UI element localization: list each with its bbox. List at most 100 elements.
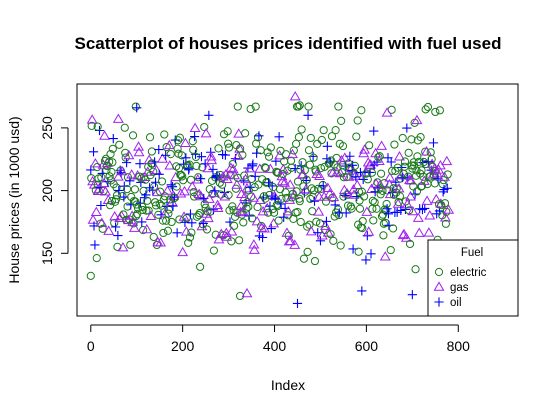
data-point-electric — [365, 141, 374, 150]
data-point-oil — [386, 157, 396, 167]
data-point-electric — [145, 133, 155, 142]
data-point-oil — [420, 203, 430, 214]
data-point-oil — [303, 110, 313, 120]
data-point-oil — [382, 204, 392, 214]
data-point-electric — [108, 144, 117, 153]
data-point-gas — [284, 194, 296, 204]
data-point-gas — [285, 235, 297, 246]
data-point-electric — [112, 183, 121, 192]
data-point-electric — [252, 139, 261, 148]
data-point-electric — [292, 139, 301, 148]
data-point-electric — [184, 238, 193, 247]
data-point-gas — [212, 202, 224, 212]
data-point-gas — [212, 199, 224, 209]
data-point-oil — [168, 201, 178, 211]
y-axis-label: House prices (in 1000 usd) — [6, 116, 22, 283]
data-point-gas — [239, 191, 251, 201]
data-point-oil — [330, 200, 340, 210]
data-point-gas — [274, 150, 286, 160]
data-point-electric — [209, 246, 218, 255]
data-point-electric — [442, 207, 451, 216]
data-point-gas — [156, 153, 168, 163]
legend-box — [427, 239, 519, 317]
data-point-gas — [401, 198, 413, 209]
data-point-oil — [248, 159, 258, 169]
data-point-gas — [186, 181, 198, 191]
data-point-oil — [245, 182, 255, 192]
data-point-electric — [277, 194, 286, 203]
data-point-electric — [283, 166, 292, 175]
data-point-gas — [339, 152, 351, 162]
data-point-gas — [251, 215, 263, 226]
data-point-electric — [228, 159, 237, 169]
data-point-gas — [423, 227, 435, 237]
data-point-electric — [360, 192, 369, 201]
data-point-electric — [307, 184, 316, 193]
legend-item-gas: gas — [433, 281, 469, 294]
data-point-gas — [424, 210, 436, 220]
data-point-oil — [187, 218, 197, 228]
data-point-electric — [87, 121, 96, 130]
data-point-electric — [246, 104, 255, 114]
data-point-electric — [223, 127, 232, 136]
data-point-electric — [150, 182, 159, 191]
data-point-electric — [347, 204, 356, 213]
data-point-electric — [379, 231, 388, 240]
data-point-electric — [107, 167, 116, 177]
data-point-oil — [137, 217, 147, 227]
data-point-oil — [119, 192, 129, 202]
data-point-oil — [96, 200, 106, 211]
data-point-gas — [219, 191, 231, 201]
data-point-electric — [149, 232, 158, 242]
data-point-gas — [311, 168, 323, 179]
data-point-electric — [150, 198, 160, 207]
data-point-gas — [441, 155, 453, 166]
data-point-electric — [357, 106, 366, 115]
data-point-gas — [264, 163, 276, 173]
data-point-electric — [179, 176, 188, 185]
data-point-gas — [177, 246, 189, 257]
legend-item-oil: oil — [434, 297, 462, 309]
data-point-electric — [416, 133, 425, 142]
data-point-gas — [213, 233, 225, 244]
data-point-gas — [206, 154, 218, 165]
data-point-electric — [306, 133, 315, 143]
data-point-electric — [167, 217, 176, 227]
data-point-electric — [188, 137, 197, 146]
data-point-gas — [256, 222, 268, 232]
data-point-oil — [250, 171, 260, 181]
data-point-electric — [337, 116, 346, 125]
data-point-electric — [294, 102, 303, 111]
data-point-oil — [321, 216, 332, 226]
plot-area-frame — [76, 83, 519, 317]
data-point-gas — [233, 128, 245, 138]
data-point-electric — [173, 136, 183, 145]
data-point-gas — [314, 170, 326, 180]
data-point-gas — [277, 163, 289, 174]
data-point-gas — [231, 179, 243, 189]
data-point-gas — [100, 186, 111, 196]
data-point-electric — [413, 152, 422, 161]
data-point-oil — [315, 236, 326, 246]
data-point-gas — [112, 113, 124, 123]
data-point-gas — [205, 151, 217, 161]
data-point-electric — [107, 196, 117, 206]
data-point-gas — [289, 239, 301, 249]
data-point-electric — [431, 166, 440, 175]
data-point-oil — [274, 132, 284, 142]
data-point-gas — [151, 186, 163, 197]
data-point-electric — [388, 224, 398, 233]
data-point-electric — [390, 140, 399, 149]
data-point-electric — [122, 184, 132, 194]
data-point-oil — [166, 180, 176, 190]
data-point-electric — [316, 163, 326, 173]
data-point-gas — [322, 227, 334, 237]
data-point-oil — [257, 232, 268, 243]
data-point-gas — [411, 114, 423, 125]
data-point-electric — [105, 157, 114, 166]
data-point-gas — [373, 155, 385, 165]
data-point-gas — [103, 225, 115, 235]
data-point-gas — [102, 194, 114, 204]
data-point-electric — [240, 171, 249, 180]
data-point-gas — [384, 172, 396, 182]
